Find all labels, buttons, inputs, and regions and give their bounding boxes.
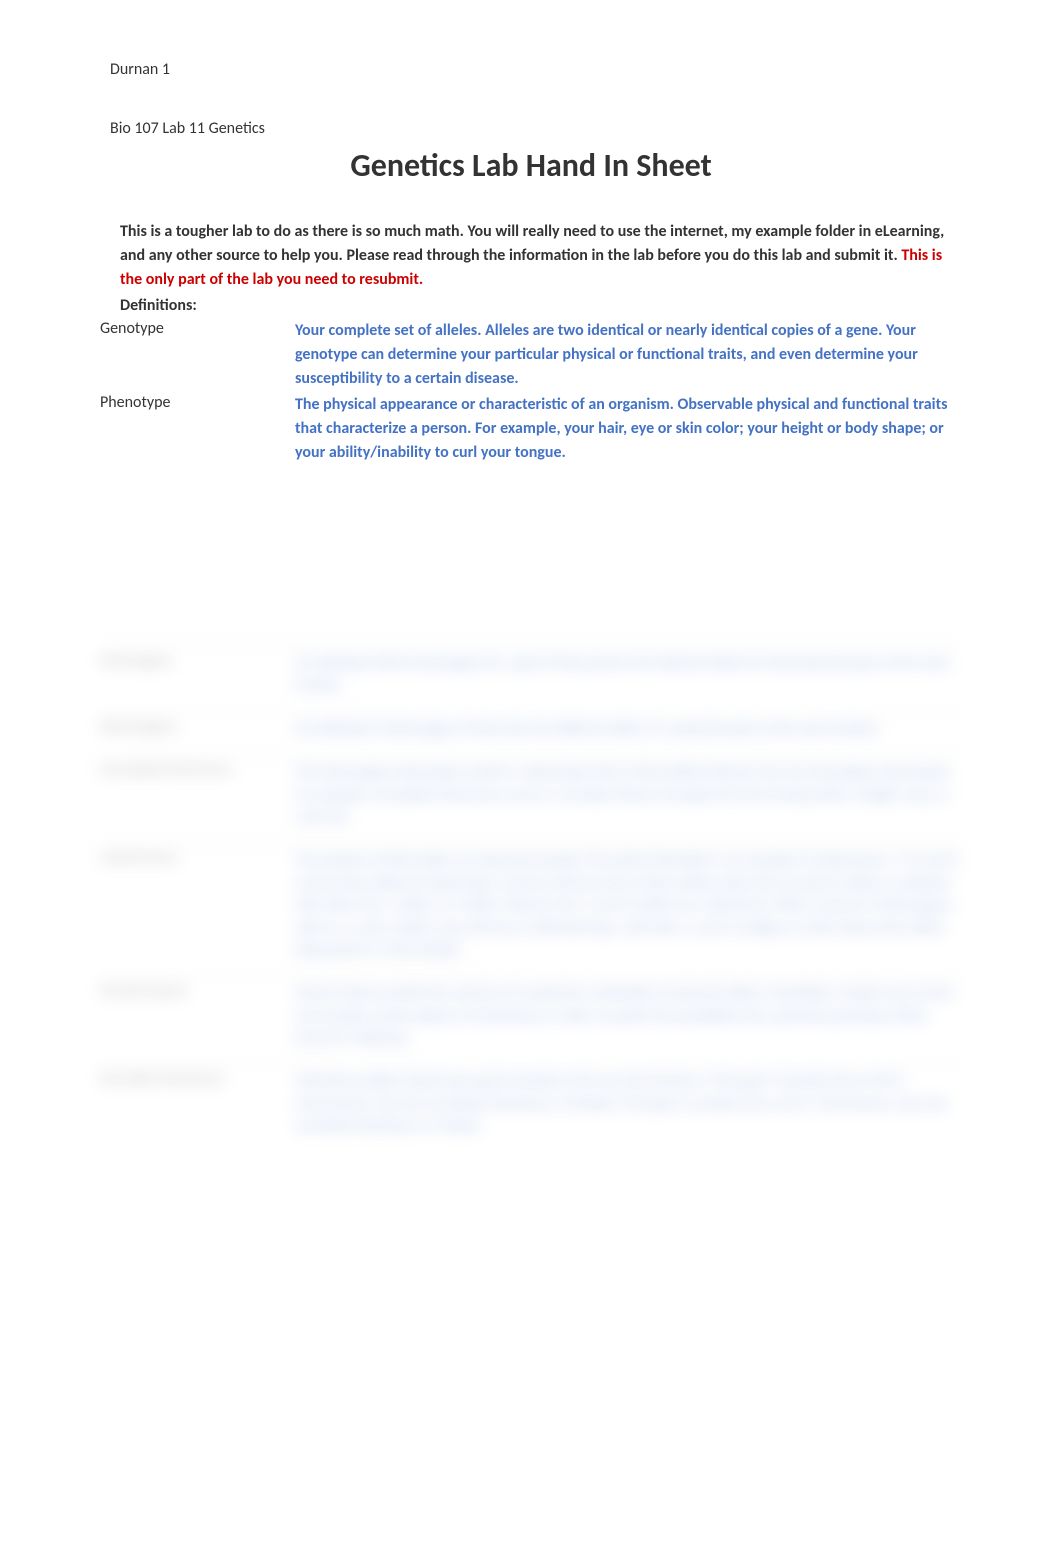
blurred-definition: The heterozygous phenotype results in a … (295, 761, 962, 828)
blurred-term: Sex-linked inheritance (100, 1070, 295, 1137)
blurred-definition: Inheritance pattern based upon genes loc… (295, 1070, 962, 1137)
definition-row: Phenotype The physical appearance or cha… (100, 393, 962, 465)
course-title: Bio 107 Lab 11 Genetics (110, 119, 962, 138)
blurred-definition: An individual is heterozygous if they ha… (295, 718, 962, 740)
blurred-term: Punnett Square (100, 982, 295, 1049)
blurred-term: Incomplete Dominance (100, 761, 295, 828)
blurred-content: Homozygous An individual will be homozyg… (100, 645, 962, 1138)
blurred-row: Sex-linked inheritance Inheritance patte… (100, 1063, 962, 1137)
blurred-term: Heterozygous (100, 718, 295, 740)
blurred-term: Homozygous (100, 652, 295, 697)
page-title: Genetics Lab Hand In Sheet (100, 146, 962, 185)
blurred-row: Incomplete Dominance The heterozygous ph… (100, 754, 962, 828)
intro-text-black: This is a tougher lab to do as there is … (120, 222, 944, 265)
blurred-definition: Used to help to predict the outcome of a… (295, 982, 962, 1049)
blurred-row: Punnett Square Used to help to predict t… (100, 975, 962, 1049)
blurred-row: Codominance The products of both alleles… (100, 842, 962, 961)
definition-phenotype: The physical appearance or characteristi… (295, 393, 962, 465)
blurred-definition: The products of both alleles are express… (295, 849, 962, 961)
blurred-row: Homozygous An individual will be homozyg… (100, 645, 962, 697)
blurred-definition: An individual will be homozygous for a g… (295, 652, 962, 697)
term-phenotype: Phenotype (100, 393, 295, 465)
blurred-term: Codominance (100, 849, 295, 961)
student-name: Durnan 1 (110, 60, 962, 79)
blurred-row: Heterozygous An individual is heterozygo… (100, 711, 962, 740)
definition-genotype: Your complete set of alleles. Alleles ar… (295, 319, 962, 391)
term-genotype: Genotype (100, 319, 295, 391)
definitions-heading: Definitions: (120, 296, 962, 315)
definition-row: Genotype Your complete set of alleles. A… (100, 319, 962, 391)
intro-paragraph: This is a tougher lab to do as there is … (120, 220, 962, 292)
